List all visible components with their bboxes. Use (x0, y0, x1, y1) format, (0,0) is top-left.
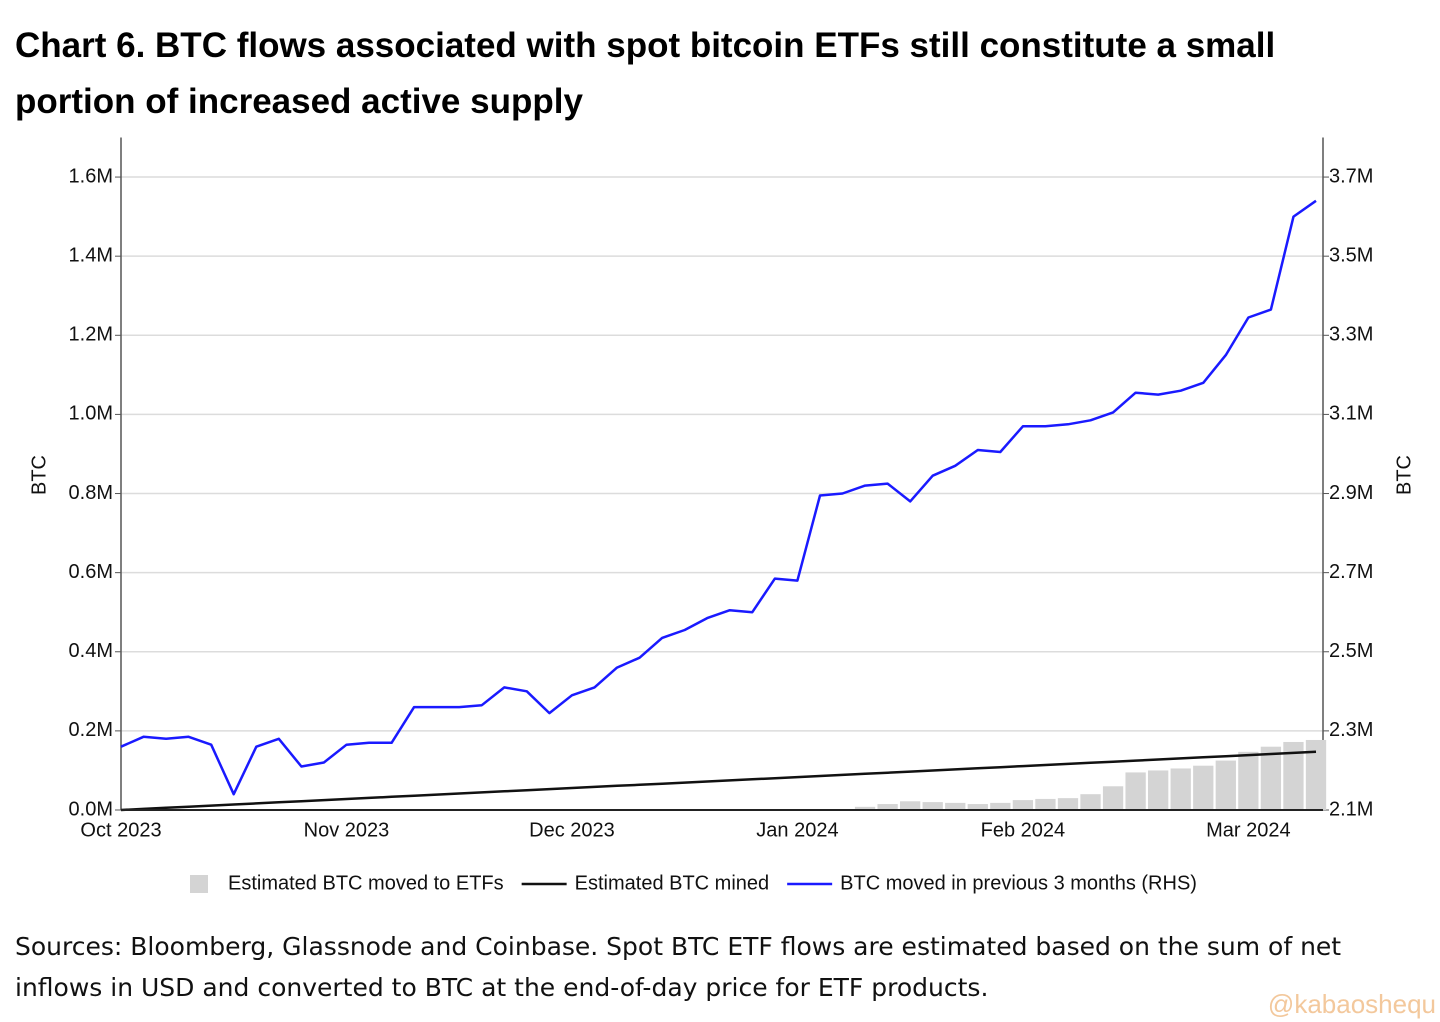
bar (1215, 760, 1236, 810)
bar (922, 802, 943, 810)
bar (854, 806, 876, 810)
bar (877, 804, 898, 810)
bar (1193, 765, 1214, 810)
bar (990, 802, 1011, 810)
y-tick-label: 0.0M (69, 798, 113, 820)
y2-axis-title: BTC (1393, 455, 1415, 495)
y-tick-label: 1.6M (69, 165, 113, 187)
y2-tick-label: 2.1M (1329, 798, 1373, 820)
x-tick-label: Dec 2023 (529, 819, 615, 841)
x-tick-label: Nov 2023 (304, 819, 390, 841)
chart-title: Chart 6. BTC flows associated with spot … (15, 26, 1276, 121)
x-tick-label: Feb 2024 (981, 819, 1066, 841)
bar (1035, 798, 1056, 810)
y-tick-label: 1.0M (69, 403, 113, 425)
line (120, 199, 1317, 796)
y2-tick-label: 2.5M (1329, 640, 1373, 662)
bar (1057, 798, 1079, 810)
bar (1283, 741, 1304, 810)
bar (967, 804, 988, 810)
bar (1125, 772, 1146, 810)
y-tick-label: 0.6M (69, 561, 113, 583)
bar (900, 801, 921, 810)
y2-tick-label: 3.3M (1329, 324, 1373, 346)
y-tick-label: 1.4M (69, 244, 113, 266)
legend-swatch (190, 875, 208, 893)
bar (1102, 786, 1124, 810)
bar (1080, 794, 1101, 810)
watermark: @kabaoshequ (1267, 989, 1436, 1019)
y2-tick-label: 3.5M (1329, 244, 1373, 266)
y-tick-label: 0.4M (69, 640, 113, 662)
y2-tick-label: 2.7M (1329, 561, 1373, 583)
y2-tick-label: 3.7M (1329, 165, 1373, 187)
bar (1148, 770, 1169, 810)
bar (1170, 768, 1191, 810)
x-tick-label: Jan 2024 (756, 819, 838, 841)
legend-label: Estimated BTC moved to ETFs (228, 872, 504, 894)
x-tick-label: Oct 2023 (80, 819, 161, 841)
bar (1012, 800, 1034, 810)
y-tick-label: 0.2M (69, 719, 113, 741)
bar (1260, 746, 1282, 810)
y2-tick-label: 2.3M (1329, 719, 1373, 741)
y2-tick-label: 2.9M (1329, 482, 1373, 504)
caption: Sources: Bloomberg, Glassnode and Coinba… (15, 932, 1342, 1002)
chart: BTC BTC 0.0M 0.2M 0.4M 0.6M 0.8M 1.0M 1.2M 1.4M… (28, 137, 1415, 894)
line (120, 750, 1317, 812)
bar (945, 802, 966, 810)
y2-tick-label: 3.1M (1329, 403, 1373, 425)
bar (1238, 751, 1259, 810)
bar (1305, 739, 1327, 810)
y-tick-label: 0.8M (69, 482, 113, 504)
y-axis-title: BTC (28, 455, 50, 495)
legend-label: Estimated BTC mined (575, 872, 770, 894)
y-tick-label: 1.2M (69, 324, 113, 346)
x-tick-label: Mar 2024 (1206, 819, 1291, 841)
legend-label: BTC moved in previous 3 months (RHS) (840, 872, 1197, 894)
